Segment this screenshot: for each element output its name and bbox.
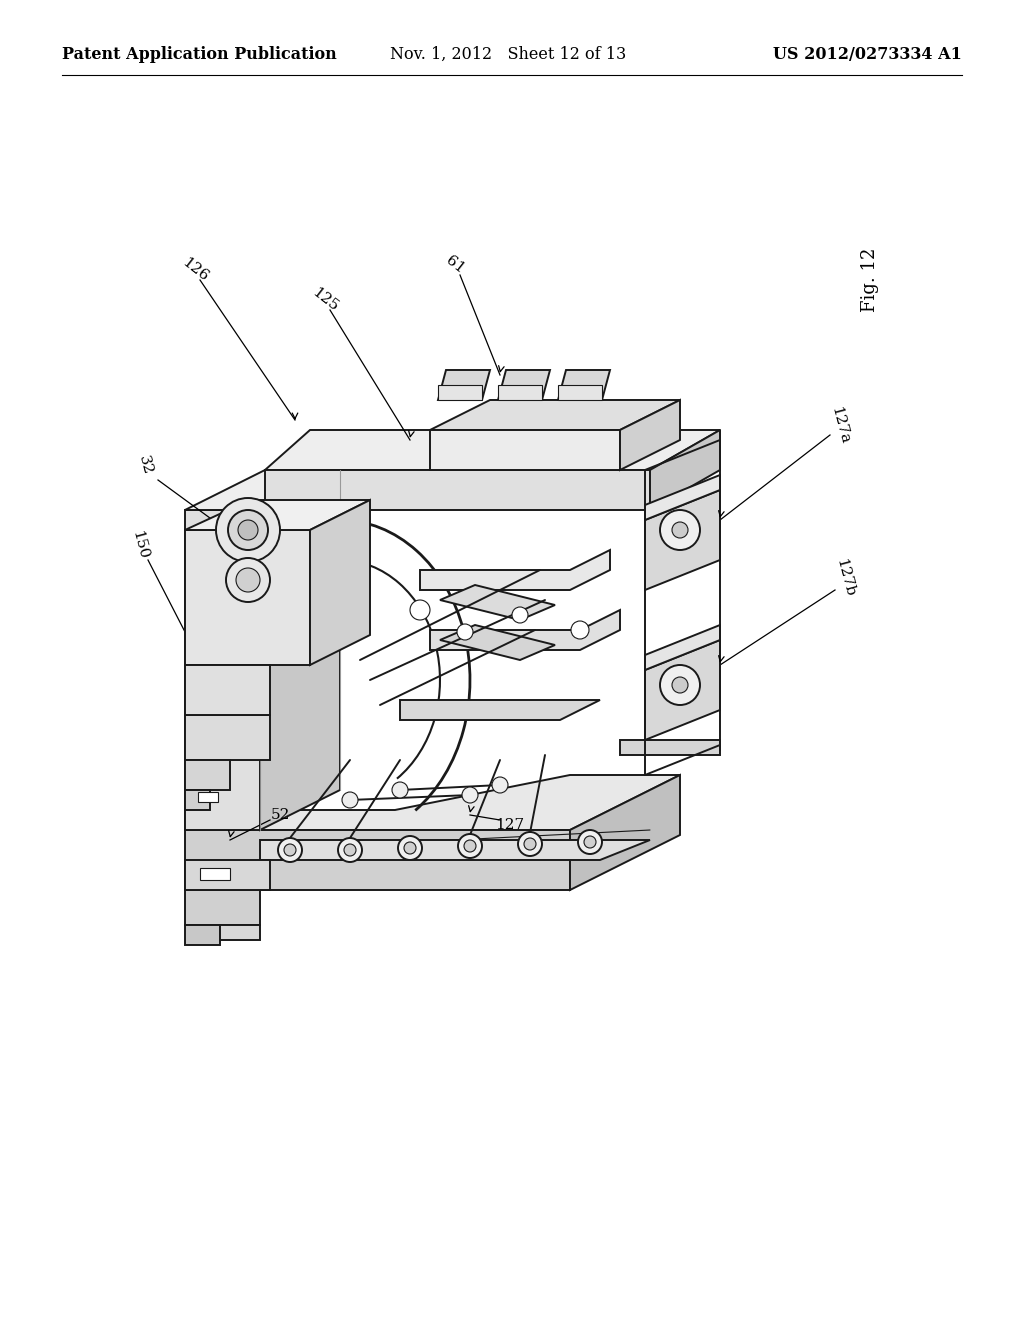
Circle shape: [672, 521, 688, 539]
Circle shape: [284, 843, 296, 855]
Polygon shape: [260, 840, 650, 861]
Polygon shape: [185, 925, 220, 945]
Circle shape: [672, 677, 688, 693]
Polygon shape: [645, 640, 720, 741]
Text: Fig. 12: Fig. 12: [861, 248, 879, 313]
Circle shape: [457, 624, 473, 640]
Polygon shape: [620, 741, 720, 755]
Polygon shape: [438, 385, 482, 400]
Polygon shape: [265, 470, 650, 510]
Text: 52: 52: [270, 808, 290, 822]
Circle shape: [338, 838, 362, 862]
Polygon shape: [570, 775, 680, 890]
Polygon shape: [558, 370, 610, 400]
Text: Patent Application Publication: Patent Application Publication: [62, 46, 337, 63]
Polygon shape: [498, 370, 550, 400]
Text: 127a: 127a: [828, 405, 852, 445]
Circle shape: [492, 777, 508, 793]
Text: 150: 150: [129, 529, 151, 561]
Polygon shape: [310, 500, 370, 665]
Polygon shape: [400, 700, 600, 719]
Text: US 2012/0273334 A1: US 2012/0273334 A1: [773, 46, 962, 63]
Polygon shape: [498, 385, 542, 400]
Polygon shape: [200, 869, 230, 880]
Text: Nov. 1, 2012   Sheet 12 of 13: Nov. 1, 2012 Sheet 12 of 13: [390, 46, 627, 63]
Polygon shape: [645, 624, 720, 671]
Polygon shape: [650, 430, 720, 510]
Circle shape: [660, 665, 700, 705]
Circle shape: [238, 520, 258, 540]
Polygon shape: [185, 760, 230, 789]
Polygon shape: [430, 400, 680, 430]
Circle shape: [584, 836, 596, 847]
Text: 127b: 127b: [834, 557, 857, 598]
Polygon shape: [645, 475, 720, 520]
Circle shape: [228, 510, 268, 550]
Text: 61: 61: [443, 253, 467, 276]
Circle shape: [410, 601, 430, 620]
Polygon shape: [185, 890, 260, 925]
Polygon shape: [185, 510, 260, 830]
Polygon shape: [558, 385, 602, 400]
Polygon shape: [420, 550, 610, 590]
Circle shape: [571, 620, 589, 639]
Circle shape: [578, 830, 602, 854]
Circle shape: [278, 838, 302, 862]
Polygon shape: [185, 665, 270, 715]
Circle shape: [458, 834, 482, 858]
Circle shape: [216, 498, 280, 562]
Text: 126: 126: [179, 256, 211, 285]
Text: 125: 125: [309, 285, 341, 314]
Circle shape: [342, 792, 358, 808]
Circle shape: [462, 787, 478, 803]
Circle shape: [518, 832, 542, 855]
Circle shape: [660, 510, 700, 550]
Polygon shape: [438, 370, 490, 400]
Polygon shape: [185, 775, 680, 830]
Polygon shape: [440, 624, 555, 660]
Circle shape: [344, 843, 356, 855]
Polygon shape: [185, 861, 270, 890]
Text: 32: 32: [136, 454, 155, 477]
Polygon shape: [185, 789, 210, 810]
Text: 127: 127: [496, 818, 524, 832]
Polygon shape: [430, 610, 620, 649]
Circle shape: [524, 838, 536, 850]
Polygon shape: [185, 715, 270, 760]
Polygon shape: [220, 925, 260, 940]
Polygon shape: [185, 470, 340, 510]
Polygon shape: [185, 830, 570, 890]
Circle shape: [404, 842, 416, 854]
Polygon shape: [185, 500, 370, 531]
Polygon shape: [645, 490, 720, 590]
Circle shape: [398, 836, 422, 861]
Circle shape: [392, 781, 408, 799]
Polygon shape: [430, 430, 620, 470]
Circle shape: [512, 607, 528, 623]
Polygon shape: [185, 531, 310, 665]
Circle shape: [226, 558, 270, 602]
Circle shape: [236, 568, 260, 591]
Polygon shape: [620, 400, 680, 470]
Polygon shape: [265, 430, 720, 470]
Polygon shape: [260, 470, 340, 830]
Circle shape: [464, 840, 476, 851]
Polygon shape: [440, 585, 555, 620]
Polygon shape: [198, 792, 218, 803]
